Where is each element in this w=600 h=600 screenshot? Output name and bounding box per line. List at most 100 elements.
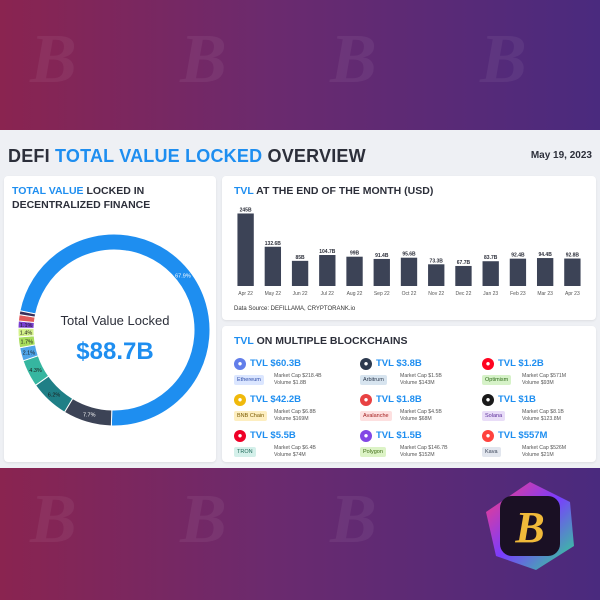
bar-category-label: May 22 [265,291,282,297]
donut-slice [19,233,211,427]
panel-title-highlight: TVL [234,185,254,197]
chains-panel-title: TVL ON MULTIPLE BLOCKCHAINS [234,334,407,348]
donut-slice-label: 67.9% [175,273,191,279]
chain-name-badge: Optimism [482,375,512,385]
chain-icon: ● [360,358,372,370]
page-title: DEFI TOTAL VALUE LOCKED OVERVIEW [8,146,366,167]
chain-icon: ● [360,430,372,442]
chain-item: ● TVL $5.5B TRON Market Cap $6.4B Volume $74… [234,430,354,464]
chain-icon: ● [482,394,494,406]
donut-slice-label: 4.3% [29,368,42,374]
title-part: DEFI [8,146,56,166]
bar-value-label: 92.4B [511,253,525,259]
watermark-logo: B [330,21,377,98]
chain-icon: ● [234,394,246,406]
bar-value-label: 67.7B [457,260,471,266]
donut-slice-label: 1.1% [20,323,33,329]
bar-value-label: 92.8B [566,253,580,259]
chain-tvl: TVL $3.8B [376,358,422,369]
chain-tvl: TVL $557M [498,430,548,441]
chain-meta: Market Cap $6.4B Volume $74M [274,445,316,459]
chain-meta: Market Cap $218.4B Volume $1.8B [274,373,322,387]
chain-volume: Volume $93M [522,380,554,386]
chain-meta: Market Cap $526M Volume $21M [522,445,566,459]
chain-volume: Volume $143M [400,380,435,386]
bar-value-label: 83.7B [484,255,498,261]
chain-tvl: TVL $1B [498,394,536,405]
chain-meta: Market Cap $8.1B Volume $123.8M [522,409,564,423]
bar [564,258,581,286]
chain-tvl: TVL $1.8B [376,394,422,405]
chain-item: ● TVL $1.2B Optimism Market Cap $571M Volume… [482,358,600,392]
chain-name-badge: Ethereum [234,375,264,385]
bar [509,258,527,286]
chain-item: ● TVL $42.2B BNB Chain Market Cap $6.8B Volu… [234,394,354,428]
panel-title-text: LOCKED IN [83,185,145,197]
bar [373,258,390,286]
bar-value-label: 91.4B [375,253,389,259]
chain-volume: Volume $169M [274,416,309,422]
tvl-monthly-bar-chart: 245B Apr 22 132.6B May 22 85B Jun 22 104.7B Jul… [237,207,581,297]
bar-value-label: 132.6B [265,241,282,247]
watermark-logo: B [180,481,227,558]
watermark-logo: B [180,21,227,98]
bar-category-label: Mar 23 [537,291,553,297]
donut-slice-label: 2.1% [23,350,36,356]
bar-value-label: 95.6B [402,252,416,258]
chain-item: ● TVL $557M Kava Market Cap $526M Volume $21… [482,430,600,464]
bar-panel-title: TVL AT THE END OF THE MONTH (USD) [234,184,433,198]
chain-item: ● TVL $3.8B Arbitrum Market Cap $1.5B Volume… [360,358,480,392]
bar [428,264,445,286]
bar-category-label: Feb 23 [510,291,526,297]
bar-value-label: 94.4B [538,252,552,258]
chain-market-cap: Market Cap $4.5B [400,409,442,415]
panel-title-text: DECENTRALIZED FINANCE [12,199,151,211]
chain-market-cap: Market Cap $146.7B [400,445,448,451]
bar-category-label: Jun 22 [293,291,308,297]
chain-market-cap: Market Cap $526M [522,445,567,451]
bar-category-label: Jan 23 [483,291,498,297]
chain-volume: Volume $74M [274,452,306,458]
chain-meta: Market Cap $4.5B Volume $68M [400,409,442,423]
chain-tvl: TVL $60.3B [250,358,302,369]
bar-category-label: Apr 22 [238,291,253,297]
chain-name-badge: Solana [482,411,506,421]
panel-title-text: AT THE END OF THE MONTH (USD) [253,185,434,197]
bar-category-label: Sep 22 [374,291,390,297]
bar-category-label: Dec 22 [456,291,472,297]
chain-item: ● TVL $60.3B Ethereum Market Cap $218.4B Vol… [234,358,354,392]
report-date: May 19, 2023 [530,150,592,161]
donut-slice-label: 6.2% [48,392,61,398]
chain-market-cap: Market Cap $218.4B [274,373,322,379]
chain-name-badge: Arbitrum [360,375,387,385]
chain-tvl: TVL $1.2B [498,358,544,369]
svg-text:B: B [514,503,544,552]
donut-panel-title: TOTAL VALUE LOCKED IN DECENTRALIZED FINA… [12,184,150,212]
bar-category-label: Jul 22 [321,291,335,297]
chain-market-cap: Market Cap $8.1B [522,409,564,415]
panel-title-highlight: TVL [234,335,254,347]
bar-value-label: 245B [240,207,252,213]
watermark-logo: B [30,21,77,98]
chain-volume: Volume $152M [400,452,435,458]
bar [536,258,554,286]
bar-value-label: 73.3B [430,258,444,264]
donut-slice [18,310,37,318]
chain-meta: Market Cap $1.5B Volume $143M [400,373,442,387]
watermark-logo: B [480,21,527,98]
bar [455,265,472,286]
chain-name-badge: Avalanche [360,411,392,421]
bar-value-label: 104.7B [319,249,336,255]
bar [237,213,254,286]
blockchains-panel [222,326,596,462]
bar [482,261,499,286]
chain-market-cap: Market Cap $571M [522,373,567,379]
title-part: OVERVIEW [262,146,366,166]
chain-item: ● TVL $1B Solana Market Cap $8.1B Volume $12… [482,394,600,428]
bar-category-label: Nov 22 [428,291,444,297]
bar-value-label: 85B [295,255,305,261]
chain-tvl: TVL $1.5B [376,430,422,441]
title-highlight: TOTAL VALUE LOCKED [55,146,263,166]
chain-icon: ● [360,394,372,406]
chain-meta: Market Cap $571M Volume $93M [522,373,566,387]
